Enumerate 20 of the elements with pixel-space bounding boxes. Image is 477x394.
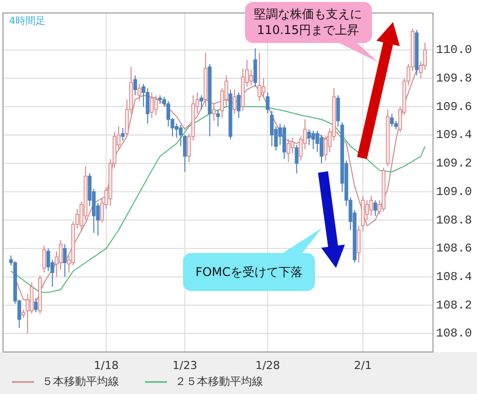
x-tick-label: 1/28	[255, 359, 280, 372]
x-tick-label: 2/1	[354, 359, 372, 372]
y-tick-label: 108.2	[436, 298, 472, 312]
annotation: 堅調な株価も支えに 110.15円まで上昇	[254, 7, 362, 37]
y-tick-label: 108.0	[436, 326, 472, 341]
x-tick-label: 1/18	[94, 359, 119, 372]
y-tick-label: 110.0	[436, 43, 472, 58]
legend-label: ２５本移動平均線	[175, 375, 263, 388]
annotation: 4時間足	[9, 15, 46, 27]
y-tick-label: 109.2	[436, 156, 472, 171]
y-tick-label: 109.0	[436, 184, 472, 199]
y-tick-label: 108.6	[436, 242, 472, 256]
legend-label: ５本移動平均線	[42, 375, 119, 388]
y-tick-label: 109.6	[436, 100, 472, 114]
x-tick-label: 1/23	[172, 359, 198, 372]
y-tick-label: 109.4	[436, 128, 472, 142]
y-tick-label: 108.4	[436, 270, 472, 284]
y-tick-label: 109.8	[436, 71, 472, 86]
annotation: FOMCを受けて下落	[195, 265, 303, 279]
y-tick-label: 108.8	[436, 213, 472, 228]
